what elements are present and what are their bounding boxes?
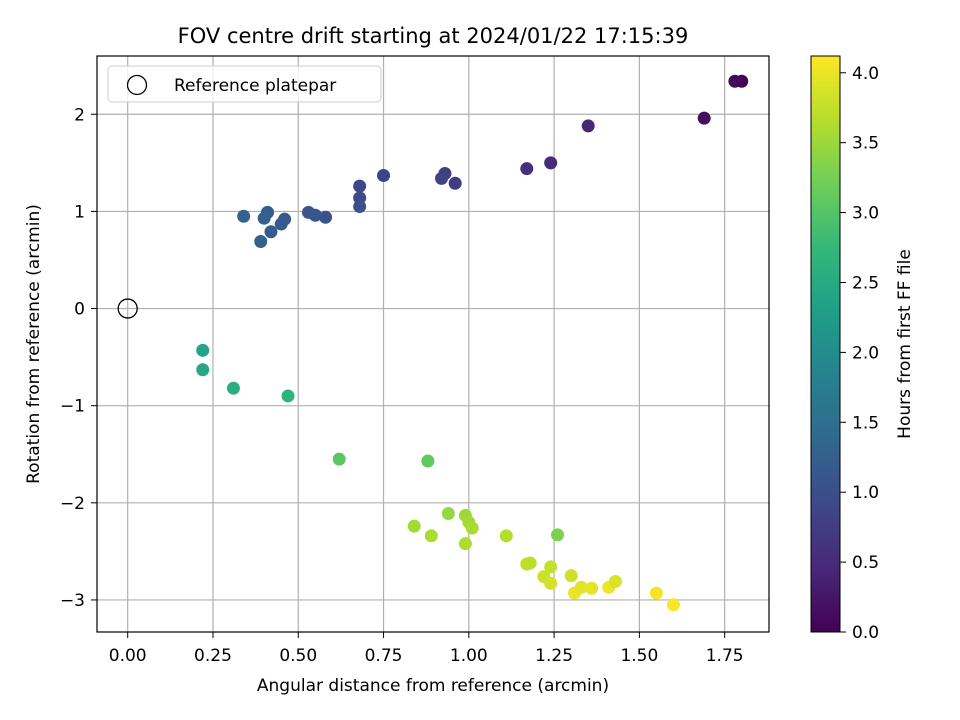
y-axis-ticks: −3 −2 −1 0 1 2 — [60, 105, 97, 611]
data-point — [564, 569, 578, 583]
colorbar-tick-label: 1.5 — [852, 413, 879, 433]
x-tick-label: 0.75 — [365, 646, 403, 666]
data-point — [649, 586, 663, 600]
legend-box — [107, 65, 382, 103]
colorbar-tick-label: 0.0 — [852, 623, 879, 643]
x-tick-label: 0.00 — [109, 646, 147, 666]
data-point — [421, 454, 435, 468]
chart-title: FOV centre drift starting at 2024/01/22 … — [178, 24, 689, 48]
data-point — [465, 521, 479, 535]
data-point — [407, 519, 421, 533]
x-tick-label: 0.25 — [194, 646, 232, 666]
colorbar-tick-label: 0.5 — [852, 553, 879, 573]
colorbar — [810, 55, 841, 633]
colorbar-tick-label: 1.0 — [852, 483, 879, 503]
y-axis-label: Rotation from reference (arcmin) — [24, 204, 44, 484]
data-point — [551, 528, 565, 542]
data-point — [499, 529, 513, 543]
data-point — [196, 363, 210, 377]
data-point — [377, 168, 391, 182]
data-point — [523, 556, 537, 570]
data-point — [226, 381, 240, 395]
colorbar-label: Hours from first FF file — [895, 249, 915, 439]
colorbar-ticks: 0.0 0.5 1.0 1.5 2.0 2.5 3.0 3.5 4.0 — [840, 64, 879, 643]
x-tick-label: 1.00 — [450, 646, 488, 666]
x-tick-label: 1.25 — [535, 646, 573, 666]
data-point — [274, 217, 288, 231]
data-point — [666, 598, 680, 612]
data-point — [544, 560, 558, 574]
data-point — [441, 506, 455, 520]
data-points — [196, 74, 749, 612]
y-tick-label: −2 — [60, 494, 85, 514]
y-tick-label: 2 — [74, 105, 85, 125]
legend: Reference platepar — [107, 65, 382, 103]
data-point — [448, 176, 462, 190]
data-point — [196, 343, 210, 357]
y-tick-label: −3 — [60, 591, 85, 611]
data-point — [581, 119, 595, 133]
x-tick-label: 0.50 — [279, 646, 317, 666]
y-tick-label: 0 — [74, 300, 85, 320]
data-point — [281, 389, 295, 403]
data-point — [697, 111, 711, 125]
x-tick-label: 1.75 — [706, 646, 744, 666]
x-axis-ticks: 0.00 0.25 0.50 0.75 1.00 1.25 1.50 1.75 — [109, 632, 744, 666]
data-point — [544, 576, 558, 590]
data-point — [585, 581, 599, 595]
data-point — [424, 529, 438, 543]
data-point — [257, 211, 271, 225]
data-point — [332, 452, 346, 466]
data-point — [574, 580, 588, 594]
data-point — [353, 179, 367, 193]
y-tick-label: 1 — [74, 202, 85, 222]
colorbar-tick-label: 4.0 — [852, 64, 879, 84]
legend-label-reference: Reference platepar — [174, 76, 336, 96]
data-point — [237, 209, 251, 223]
colorbar-tick-label: 3.5 — [852, 134, 879, 154]
colorbar-tick-label: 2.0 — [852, 343, 879, 363]
data-point — [254, 235, 268, 249]
legend-marker-reference — [126, 74, 148, 96]
reference-marker-layer — [117, 298, 138, 319]
data-point — [608, 574, 622, 588]
data-point — [728, 74, 742, 88]
y-tick-label: −1 — [60, 397, 85, 417]
x-axis-label: Angular distance from reference (arcmin) — [257, 676, 609, 696]
grid-lines — [97, 56, 769, 632]
data-point — [544, 156, 558, 170]
data-point — [264, 225, 278, 239]
data-point — [353, 200, 367, 214]
plot-frame — [96, 55, 770, 633]
data-point — [435, 171, 449, 185]
data-point — [520, 162, 534, 176]
colorbar-tick-label: 2.5 — [852, 273, 879, 293]
data-point — [458, 537, 472, 551]
data-point — [301, 205, 315, 219]
colorbar-tick-label: 3.0 — [852, 204, 879, 224]
x-tick-label: 1.50 — [620, 646, 658, 666]
reference-platepar-marker — [117, 298, 138, 319]
data-point — [319, 210, 333, 224]
